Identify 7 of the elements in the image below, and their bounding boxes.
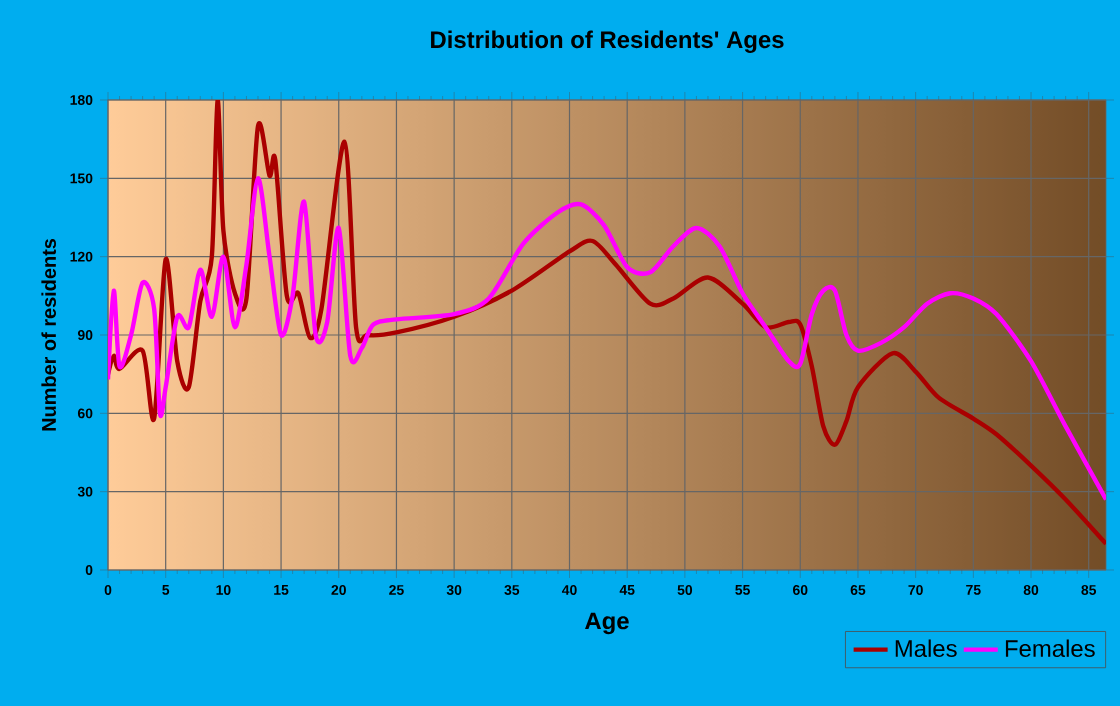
y-axis-title: Number of residents <box>41 238 56 431</box>
chart-title: Distribution of Residents' Ages <box>431 30 784 53</box>
line-series <box>108 99 1107 547</box>
line-series <box>108 176 1107 502</box>
legend-label: Males <box>895 639 957 658</box>
x-axis-title: Age <box>585 612 629 635</box>
legend-label: Females <box>1005 639 1095 658</box>
